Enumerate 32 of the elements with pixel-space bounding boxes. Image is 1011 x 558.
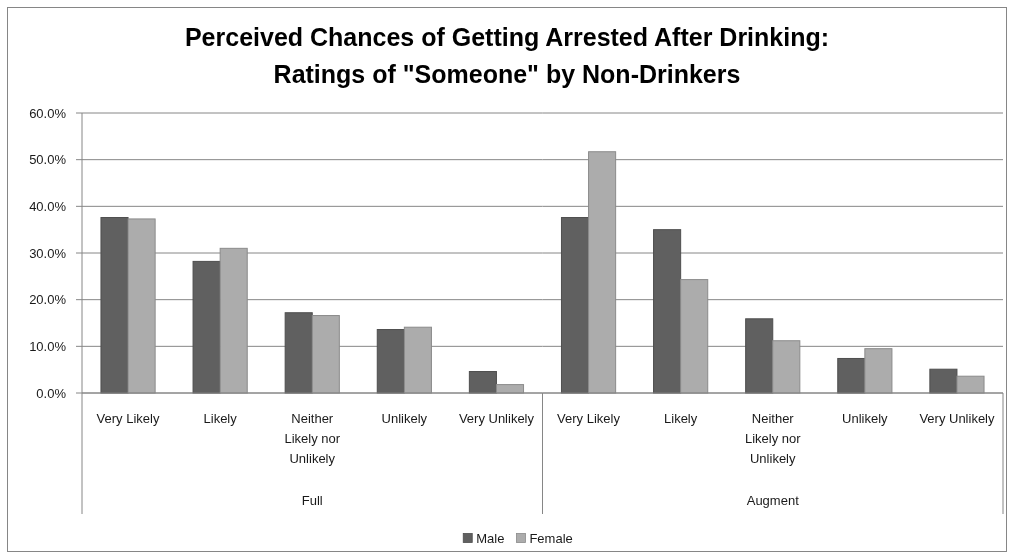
bar [468,371,497,394]
bar [929,368,958,394]
x-tick-label: Likely [664,411,698,426]
x-tick-label: Unlikely [842,411,889,426]
legend-label: Male [476,530,505,546]
x-axis-title: Full [301,493,323,508]
y-tick-label: 30.0% [29,245,67,261]
x-tick-label: Likely [203,411,238,426]
x-tick-label: Neither Likely nor Unlikely [744,411,802,466]
x-tick-label: Very Unlikely [458,411,535,426]
y-tick-label: 0.0% [36,385,67,401]
bar [284,312,313,394]
bar [100,217,129,394]
chart-title: Perceived Chances of Getting Arrested After Drinking: Ratings of "Someone" by Non-Drinkers [184,23,830,88]
y-tick-label: 40.0% [29,198,67,214]
bar [376,329,405,394]
x-axis-title: Augment [746,493,800,508]
bar [653,229,682,394]
x-tick-label: Very Likely [96,411,160,426]
y-tick-label: 60.0% [29,105,67,121]
bar [745,318,774,394]
legend-label: Female [529,530,573,546]
x-tick-label: Unlikely [381,411,428,426]
bar [560,217,590,394]
y-tick-label: 50.0% [29,152,67,168]
y-tick-label: 20.0% [29,292,67,308]
x-tick-label: Very Unlikely [919,411,996,426]
bar [837,357,866,394]
x-tick-label: Very Likely [557,411,621,426]
x-tick-label: Neither Likely nor Unlikely [284,411,341,466]
y-tick-label: 10.0% [29,338,67,354]
bar [192,260,221,394]
